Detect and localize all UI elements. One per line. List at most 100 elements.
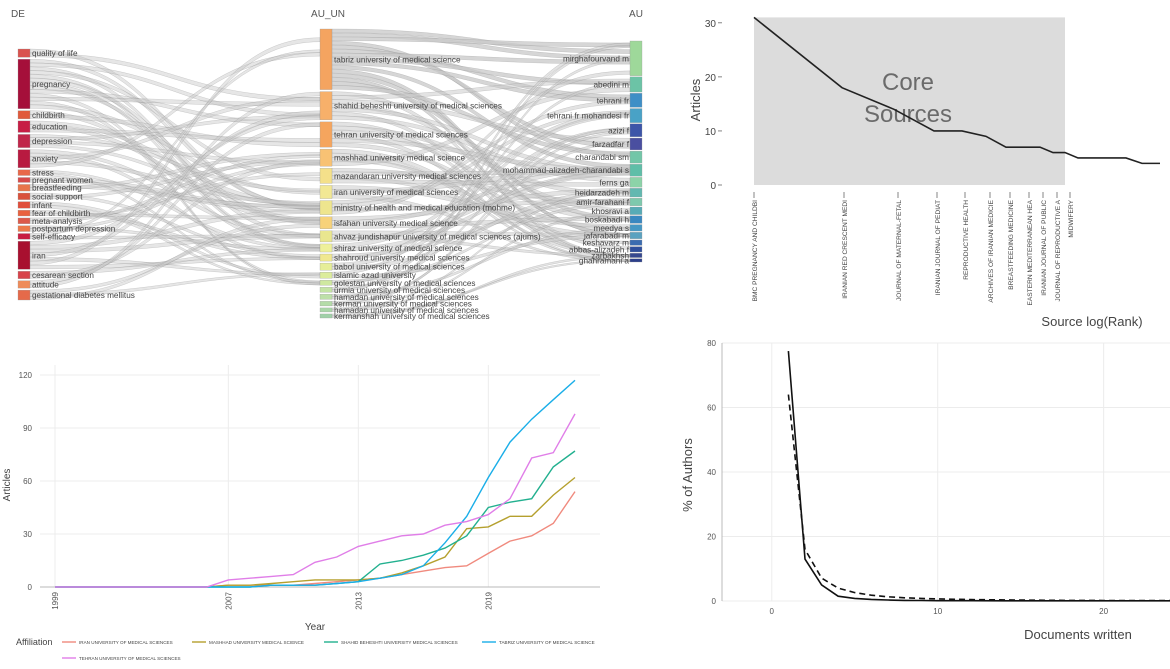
author-label: abedini m (593, 80, 629, 89)
keyword-label: self-efficacy (32, 232, 76, 241)
author-node (629, 151, 643, 164)
keyword-node (17, 201, 31, 209)
author-node (629, 206, 643, 215)
author-label: charandabi sm (575, 153, 629, 162)
author-node (629, 177, 643, 188)
y-tick-label: 0 (712, 597, 717, 606)
university-label: tabriz university of medical science (334, 55, 461, 64)
author-label: azizi f (608, 126, 630, 135)
three-field-plot: DE AU_UN AU quality of life pregnancy childbi… (0, 0, 650, 330)
university-node (319, 307, 333, 313)
keyword-node (17, 225, 31, 232)
author-label: ghahramani a (579, 256, 630, 265)
legend-label: IRAN UNIVERSITY OF MEDICAL SCIENCES (79, 640, 173, 645)
x-tick-label: 2007 (224, 591, 233, 609)
university-node (319, 200, 333, 215)
x-tick-label: 10 (933, 607, 942, 616)
university-node (319, 28, 333, 90)
author-label: farzadfar f (592, 140, 630, 149)
university-label: golestan university of medical sciences (334, 279, 476, 288)
keyword-node (17, 233, 31, 240)
keyword-node (17, 59, 31, 109)
y-tick-label: 120 (19, 371, 33, 380)
university-node (319, 272, 333, 279)
keyword-node (17, 184, 31, 192)
university-node (319, 91, 333, 121)
y-tick-label: 0 (710, 181, 716, 192)
university-node (319, 313, 333, 319)
theoretical-line (787, 394, 1170, 602)
bradford-curve (753, 16, 1160, 165)
core-annotation-line1: Core (882, 69, 934, 96)
lotka-line-plot: 0 20 40 60 80 0 10 20 % of Authors Documents writ… (680, 339, 1170, 642)
y-tick-label: 60 (23, 477, 32, 486)
university-node (319, 148, 333, 167)
affiliation-production-chart: 0 30 60 90 120 1999 2007 2013 2019 Articles Year Af… (0, 355, 620, 664)
affiliation-series-line (55, 476, 576, 588)
keyword-node (17, 120, 31, 133)
keyword-label: fear of childbirth (32, 209, 91, 218)
keyword-node (17, 134, 31, 148)
university-node (319, 301, 333, 307)
keyword-node (17, 217, 31, 224)
keyword-node (17, 241, 31, 270)
university-label: mazandaran university medical sciences (334, 172, 481, 181)
author-node (629, 253, 643, 258)
legend-label: MASHHAD UNIVERSITY MEDICAL SCIENCE (209, 640, 304, 645)
author-node (629, 137, 643, 151)
y-tick-label: 20 (705, 73, 717, 84)
keyword-node (17, 271, 31, 279)
author-node (629, 76, 643, 93)
author-node (629, 188, 643, 198)
y-tick-label: 90 (23, 424, 32, 433)
keyword-label: quality of life (32, 49, 78, 58)
column-label: AU_UN (311, 9, 345, 20)
university-label: shahroud university medical sciences (334, 254, 470, 263)
y-axis-label: Articles (2, 469, 13, 502)
keyword-label: anxiety (32, 155, 59, 164)
x-axis-label: Documents written (1024, 627, 1132, 642)
affiliation-series-line (55, 379, 576, 588)
column-label: DE (11, 9, 25, 20)
university-label: ahvaz jundishapur university of medical … (334, 232, 541, 241)
author-node (629, 108, 643, 123)
author-node (629, 93, 643, 108)
keyword-label: social support (32, 192, 83, 201)
keyword-node (17, 192, 31, 200)
source-tick-label: EASTERN MEDITERRANEAN HEA (1027, 199, 1034, 305)
university-label: mashhad university medical science (334, 154, 466, 163)
author-label: abbas-alizadeh f (569, 245, 630, 254)
legend-label: TEHRAN UNIVERSITY OF MEDICAL SCIENCES (79, 656, 181, 661)
x-tick-label: 0 (770, 607, 775, 616)
keyword-label: breastfeeding (32, 184, 82, 193)
sankey-links (29, 28, 631, 319)
author-label: mohammad-alizadeh-charandabi s (503, 166, 629, 175)
source-tick-label: IRANIAN JOURNAL OF PEDIAT (935, 200, 942, 295)
keyword-node (17, 280, 31, 289)
y-tick-label: 60 (707, 404, 716, 413)
university-node (319, 253, 333, 262)
source-tick-label: IRANIAN RED CRESCENT MEDI (842, 200, 849, 299)
x-tick-label: 2019 (484, 591, 493, 609)
affiliation-line-plot: 0 30 60 90 120 1999 2007 2013 2019 Articles Year Af… (2, 365, 600, 661)
keyword-label: meta-analysis (32, 217, 83, 226)
affiliation-series-line (55, 413, 576, 588)
legend-label: TABRIZ UNIVERSITY OF MEDICAL SCIENCE (499, 640, 595, 645)
y-tick-label: 30 (705, 19, 717, 30)
keyword-node (17, 169, 31, 176)
y-tick-label: 20 (707, 533, 716, 542)
legend-title: Affiliation (16, 637, 52, 647)
university-label: islamic azad university (334, 271, 417, 280)
x-tick-label: 2013 (354, 591, 363, 609)
x-tick-label: 20 (1099, 607, 1108, 616)
author-label: tehrani fr (597, 96, 630, 105)
university-node (319, 262, 333, 271)
y-tick-label: 80 (707, 339, 716, 348)
keyword-label: postpartum depression (32, 225, 116, 234)
author-label: amir-farahani f (576, 198, 630, 207)
author-node (629, 123, 643, 137)
university-label: ministry of health and medical education… (334, 204, 515, 213)
source-tick-label: IRANIAN JOURNAL OF PUBLIC (1041, 200, 1048, 296)
source-tick-label: MIDWIFERY (1068, 199, 1075, 237)
university-label: shiraz university of medical science (334, 244, 463, 253)
